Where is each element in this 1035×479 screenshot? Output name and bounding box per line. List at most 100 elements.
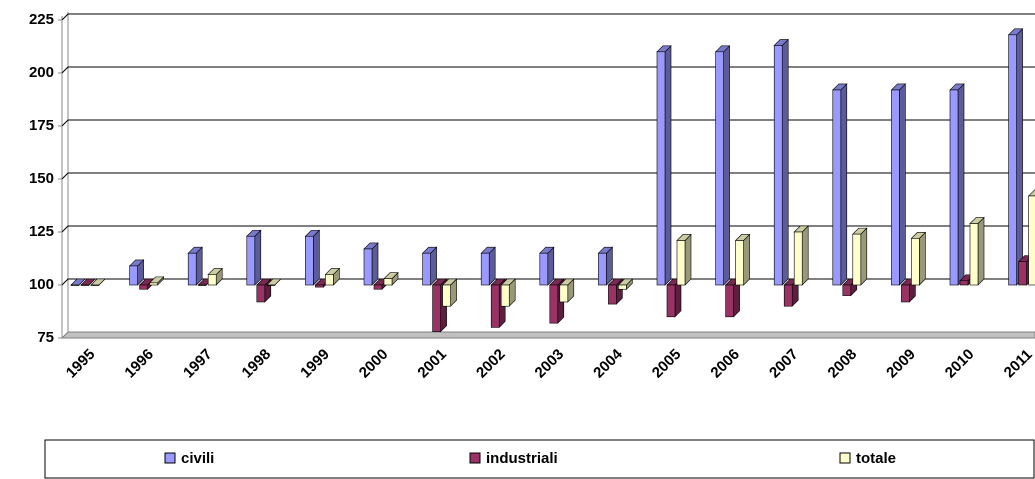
- bar: [266, 284, 276, 286]
- bar: [490, 284, 500, 328]
- bar-top: [1027, 189, 1035, 197]
- bar-side: [957, 83, 965, 286]
- bar: [725, 284, 734, 318]
- bar: [911, 238, 920, 286]
- y-tick-label: 200: [29, 64, 54, 81]
- bar: [383, 278, 393, 286]
- x-tick-label: 2001: [414, 346, 450, 382]
- bar: [618, 284, 627, 290]
- bar: [187, 252, 197, 286]
- bar: [666, 284, 676, 318]
- bar: [832, 89, 842, 286]
- bar: [1008, 34, 1017, 286]
- bar-side: [723, 45, 730, 286]
- bar-side: [781, 38, 789, 286]
- x-tick-label: 2008: [825, 346, 861, 382]
- bar: [783, 284, 793, 307]
- legend-label: totale: [856, 450, 896, 467]
- bar: [139, 284, 148, 290]
- y-tick-label: 225: [29, 11, 54, 28]
- bar-side: [313, 229, 320, 286]
- bar: [891, 89, 900, 286]
- bar-side: [801, 225, 809, 286]
- bar-side: [919, 231, 926, 286]
- bar: [842, 284, 852, 296]
- x-tick-label: 2009: [883, 346, 919, 382]
- x-tick-label: 2004: [590, 345, 626, 381]
- x-tick-label: 1998: [239, 346, 275, 382]
- grid-line: [61, 278, 1035, 286]
- bar-side: [743, 233, 750, 286]
- grid-line: [61, 66, 1035, 74]
- legend-box: [44, 439, 1035, 479]
- bar: [315, 284, 324, 288]
- bar-side: [860, 227, 868, 286]
- bar-side: [664, 45, 672, 286]
- bar-side: [430, 246, 437, 286]
- legend-label: industriali: [486, 450, 558, 467]
- legend-swatch: [469, 452, 481, 464]
- x-tick-label: 2010: [942, 346, 978, 382]
- bar: [715, 51, 724, 286]
- bar: [432, 284, 441, 332]
- bar: [959, 280, 969, 286]
- x-tick-label: 2000: [356, 346, 392, 382]
- grid-line: [61, 225, 1035, 233]
- legend-label: civili: [181, 450, 214, 467]
- bar: [735, 240, 744, 286]
- x-tick-label: 2002: [473, 346, 509, 382]
- bar: [598, 252, 607, 286]
- y-tick-label: 75: [37, 329, 54, 346]
- bar-side: [371, 242, 379, 286]
- bar: [305, 235, 314, 286]
- bar: [422, 252, 431, 286]
- x-tick-label: 1999: [297, 346, 333, 382]
- x-tick-label: 1995: [63, 346, 99, 382]
- bar: [149, 282, 158, 286]
- bar: [852, 233, 862, 286]
- bar: [969, 223, 979, 286]
- grid-line: [61, 119, 1035, 127]
- x-tick-label: 2007: [766, 346, 802, 382]
- bar: [363, 248, 373, 286]
- bar: [80, 284, 90, 286]
- bar: [500, 284, 510, 307]
- grid-line: [61, 172, 1035, 180]
- bar: [256, 284, 266, 303]
- bar-side: [488, 246, 496, 286]
- x-tick-label: 2011: [1001, 346, 1035, 381]
- x-tick-label: 1997: [180, 346, 216, 382]
- y-tick-label: 150: [29, 170, 54, 187]
- bar-side: [977, 216, 985, 286]
- floor: [60, 331, 1035, 339]
- x-tick-label: 2006: [707, 346, 743, 382]
- bar: [442, 284, 451, 307]
- bar: [773, 45, 783, 286]
- bar: [1028, 195, 1035, 286]
- grid-line: [61, 13, 1035, 21]
- bar-side: [254, 229, 262, 286]
- bar-side: [840, 83, 848, 286]
- bar: [129, 265, 138, 286]
- bar: [539, 252, 549, 286]
- bar: [549, 284, 559, 324]
- bar: [608, 284, 617, 305]
- bar: [90, 284, 100, 286]
- bar: [373, 284, 383, 290]
- bar-side: [1016, 28, 1023, 286]
- bar: [246, 235, 256, 286]
- bar: [901, 284, 910, 303]
- bar: [949, 89, 959, 286]
- legend-swatch: [839, 452, 851, 464]
- y-tick-label: 175: [29, 117, 54, 134]
- bar-side: [195, 246, 203, 286]
- bar: [480, 252, 490, 286]
- bar: [70, 284, 80, 286]
- y-tick-label: 100: [29, 276, 54, 293]
- x-tick-label: 2005: [649, 346, 685, 382]
- x-tick-label: 1996: [121, 346, 157, 382]
- bar: [656, 51, 666, 286]
- x-tick-label: 2003: [532, 346, 568, 382]
- bar: [325, 274, 334, 286]
